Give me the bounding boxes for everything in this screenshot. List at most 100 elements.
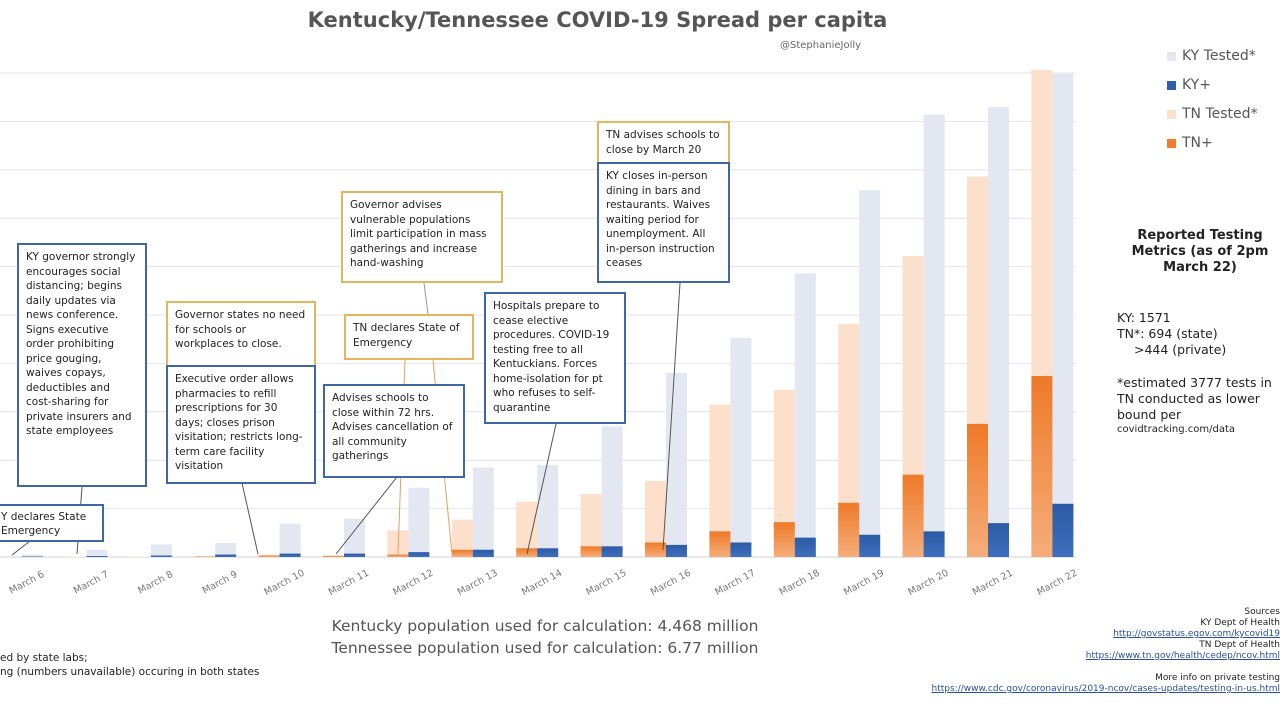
metric-tn-private: >444 (private) bbox=[1134, 342, 1227, 357]
bar-ky-tested bbox=[408, 487, 430, 557]
legend-label: KY Tested* bbox=[1182, 48, 1256, 64]
bar-tn-positive bbox=[323, 556, 344, 557]
bar-tn-positive bbox=[580, 546, 602, 557]
metric-ky: KY: 1571 bbox=[1117, 310, 1171, 325]
sources-label: Sources bbox=[1244, 607, 1280, 617]
legend-item-ky-positive: KY+ bbox=[1167, 77, 1211, 93]
bar-ky-positive bbox=[859, 534, 881, 557]
x-tick-label: March 7 bbox=[72, 569, 111, 597]
bar-ky-tested bbox=[666, 373, 687, 557]
metric-tn-state: TN*: 694 (state) bbox=[1117, 326, 1218, 341]
legend-label: TN+ bbox=[1182, 135, 1213, 151]
x-tick-label: March 6 bbox=[7, 569, 46, 597]
bar-ky-tested bbox=[537, 465, 559, 557]
legend-swatch bbox=[1167, 138, 1176, 148]
bar-ky-tested bbox=[344, 518, 365, 557]
legend-swatch bbox=[1167, 51, 1176, 61]
legend-item-tn-tested: TN Tested* bbox=[1167, 106, 1258, 122]
legend-item-ky-tested: KY Tested* bbox=[1167, 48, 1256, 64]
bar-tn-tested bbox=[516, 501, 538, 557]
x-tick-label: March 15 bbox=[584, 568, 628, 598]
bar-ky-positive bbox=[601, 546, 623, 557]
bar-ky-tested bbox=[86, 549, 108, 557]
metric-note: TN conducted as lower bbox=[1117, 391, 1260, 406]
bar-ky-tested bbox=[279, 523, 301, 557]
source-tn-link[interactable]: https://www.tn.gov/health/cedep/ncov.htm… bbox=[1085, 651, 1280, 661]
bar-ky-positive bbox=[86, 556, 108, 557]
annotation-schools-72hrs: Advises schools to close within 72 hrs. … bbox=[323, 384, 465, 478]
bar-tn-positive bbox=[967, 423, 988, 557]
bar-ky-tested bbox=[472, 467, 494, 557]
footnote-line: ng (numbers unavailable) occuring in bot… bbox=[0, 666, 260, 678]
bar-ky-positive bbox=[344, 553, 365, 557]
source-ky-dept: KY Dept of Health bbox=[1200, 618, 1280, 628]
bar-ky-tested bbox=[988, 106, 1009, 557]
bar-ky-tested bbox=[601, 426, 623, 557]
bar-ky-positive bbox=[666, 544, 687, 557]
annotation-ky-governor: KY governor strongly encourages social d… bbox=[17, 243, 147, 487]
x-tick-label: March 22 bbox=[1035, 568, 1079, 598]
x-tick-label: March 14 bbox=[520, 568, 564, 598]
bar-ky-tested bbox=[923, 114, 945, 558]
bar-ky-positive bbox=[1052, 503, 1074, 557]
population-ky: Kentucky population used for calculation… bbox=[331, 617, 759, 635]
x-tick-label: March 12 bbox=[391, 568, 435, 598]
x-tick-label: March 9 bbox=[201, 569, 240, 597]
bar-tn-tested bbox=[451, 519, 473, 557]
annotation-executive-order: Executive order allows pharmacies to ref… bbox=[166, 365, 316, 484]
x-tick-label: March 19 bbox=[842, 568, 886, 598]
x-tick-label: March 16 bbox=[649, 568, 693, 598]
legend-swatch bbox=[1167, 109, 1176, 119]
bar-tn-tested bbox=[773, 390, 795, 557]
bar-ky-positive bbox=[794, 537, 816, 557]
annotation-vulnerable-populations: Governor advises vulnerable populations … bbox=[341, 191, 503, 283]
bar-tn-tested bbox=[838, 323, 860, 557]
bar-ky-tested bbox=[150, 544, 172, 557]
x-tick-label: March 11 bbox=[327, 568, 371, 598]
source-cdc-link[interactable]: https://www.cdc.gov/coronavirus/2019-nco… bbox=[931, 684, 1280, 694]
bar-ky-tested bbox=[215, 542, 237, 557]
bar-ky-positive bbox=[279, 553, 301, 557]
bar-tn-positive bbox=[709, 531, 731, 557]
bar-tn-positive bbox=[773, 522, 795, 557]
bar-tn-positive bbox=[645, 542, 666, 557]
legend-label: TN Tested* bbox=[1182, 106, 1258, 122]
bar-ky-positive bbox=[537, 548, 559, 557]
bar-ky-positive bbox=[923, 531, 945, 557]
chart-credit: @StephanieJolly bbox=[780, 40, 862, 51]
legend-label: KY+ bbox=[1182, 77, 1211, 93]
connector-line bbox=[335, 476, 398, 555]
source-tn-dept: TN Dept of Health bbox=[1199, 640, 1280, 650]
bar-tn-tested bbox=[580, 494, 602, 557]
annotation-ky-emergency: Y declares State Emergency bbox=[0, 504, 104, 542]
x-tick-label: March 13 bbox=[456, 568, 500, 598]
population-tn: Tennessee population used for calculatio… bbox=[331, 639, 759, 657]
annotation-tn-emergency: TN declares State of Emergency bbox=[344, 314, 474, 360]
bar-ky-positive bbox=[472, 549, 494, 557]
bar-tn-positive bbox=[516, 548, 538, 557]
bar-tn-tested bbox=[709, 404, 731, 557]
metrics-title: Reported Testing Metrics (as of 2pm Marc… bbox=[1131, 228, 1269, 275]
annotation-no-need-close: Governor states no need for schools or w… bbox=[166, 301, 316, 367]
metric-note: *estimated 3777 tests in bbox=[1117, 375, 1272, 390]
x-tick-label: March 18 bbox=[778, 568, 822, 598]
bar-tn-positive bbox=[258, 555, 280, 557]
x-tick-label: March 21 bbox=[971, 568, 1015, 598]
bar-ky-positive bbox=[215, 554, 237, 557]
x-tick-label: March 10 bbox=[262, 568, 306, 598]
legend-swatch bbox=[1167, 80, 1176, 90]
bar-ky-tested bbox=[22, 554, 43, 557]
connector-line bbox=[241, 482, 259, 555]
bar-ky-tested bbox=[1052, 73, 1074, 557]
annotation-hospitals: Hospitals prepare to cease elective proc… bbox=[484, 292, 626, 424]
bar-tn-positive bbox=[838, 502, 860, 557]
connector-line bbox=[11, 540, 31, 556]
chart-title: Kentucky/Tennessee COVID-19 Spread per c… bbox=[307, 8, 888, 32]
bar-tn-tested bbox=[645, 481, 666, 557]
bar-ky-positive bbox=[730, 542, 752, 557]
bar-tn-positive bbox=[451, 549, 473, 557]
bar-tn-positive bbox=[387, 554, 409, 557]
source-ky-link[interactable]: http://govstatus.egov.com/kycovid19 bbox=[1113, 629, 1280, 639]
bar-tn-positive bbox=[902, 474, 924, 557]
